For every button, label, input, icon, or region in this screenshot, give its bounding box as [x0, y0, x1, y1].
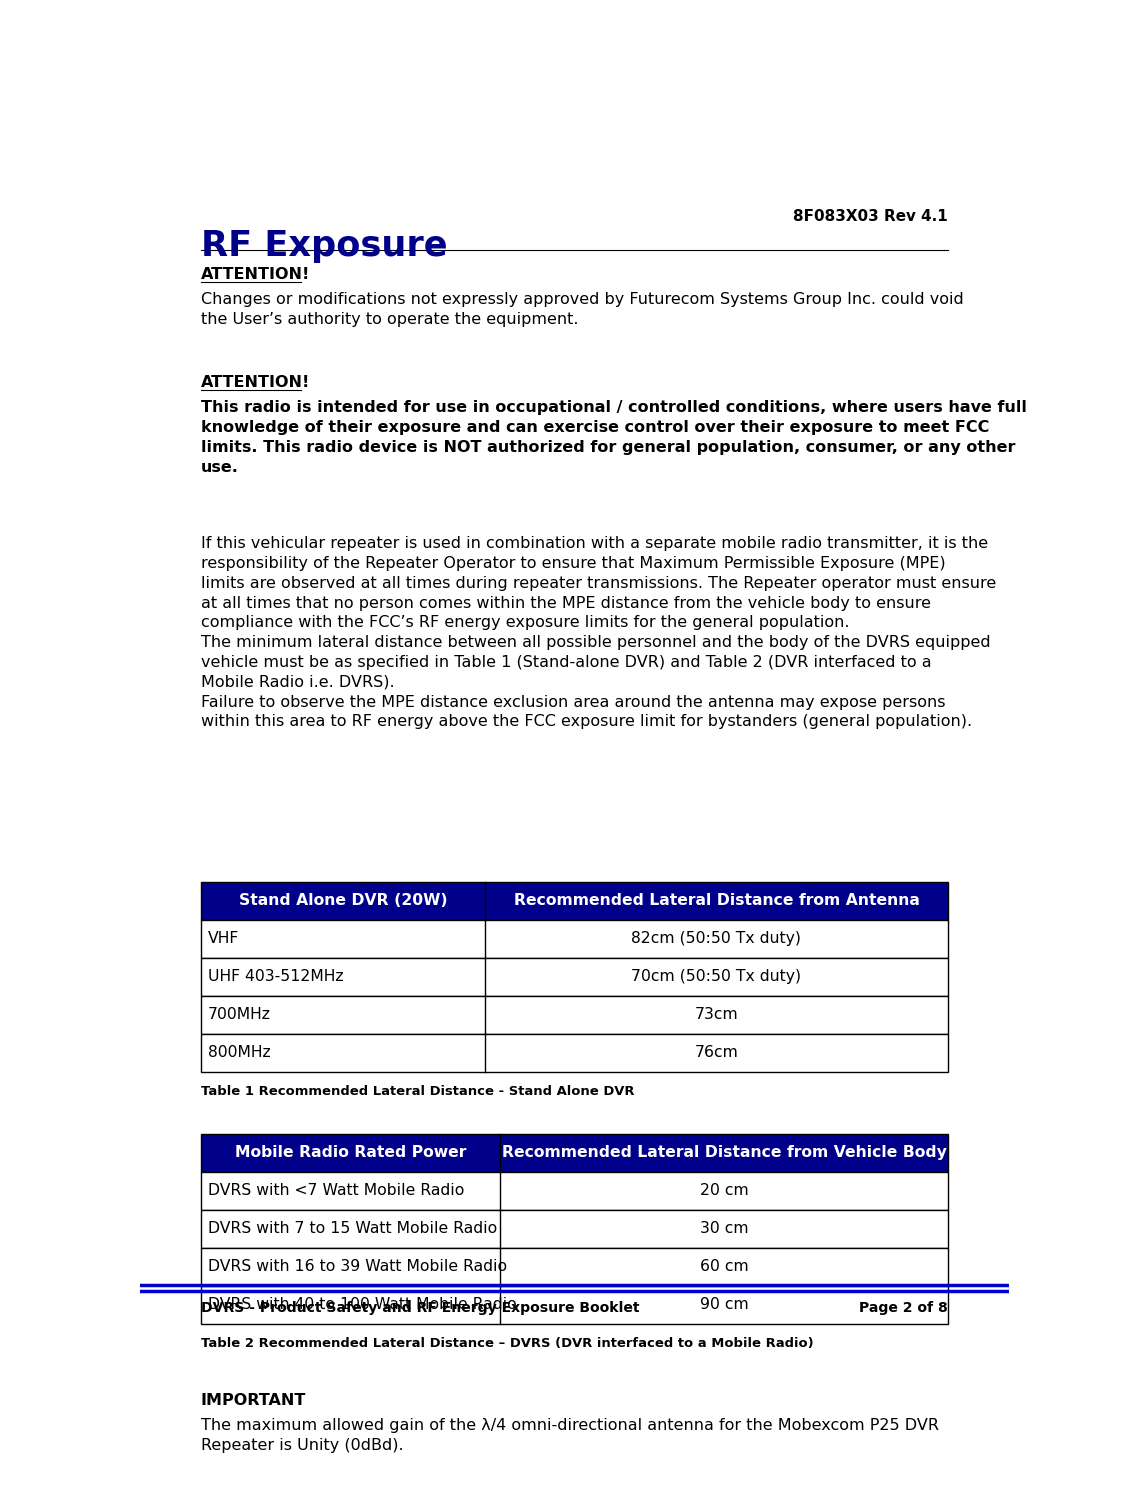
Text: 20 cm: 20 cm: [700, 1183, 748, 1197]
Bar: [201, 1133, 948, 1172]
Bar: [201, 996, 948, 1033]
Text: DVRS with 16 to 39 Watt Mobile Radio: DVRS with 16 to 39 Watt Mobile Radio: [207, 1259, 507, 1274]
Bar: [201, 958, 948, 996]
Text: UHF 403-512MHz: UHF 403-512MHz: [207, 969, 343, 984]
Text: ATTENTION!: ATTENTION!: [201, 375, 311, 390]
Text: Stand Alone DVR (20W): Stand Alone DVR (20W): [239, 893, 447, 907]
Bar: [201, 1248, 948, 1286]
Text: DVRS with 40 to 100 Watt Mobile Radio: DVRS with 40 to 100 Watt Mobile Radio: [207, 1298, 517, 1313]
Text: The maximum allowed gain of the λ/4 omni-directional antenna for the Mobexcom P2: The maximum allowed gain of the λ/4 omni…: [201, 1419, 939, 1453]
Text: Changes or modifications not expressly approved by Futurecom Systems Group Inc. : Changes or modifications not expressly a…: [201, 292, 964, 327]
Text: Table 1 Recommended Lateral Distance - Stand Alone DVR: Table 1 Recommended Lateral Distance - S…: [201, 1085, 634, 1099]
Text: DVRS with 7 to 15 Watt Mobile Radio: DVRS with 7 to 15 Watt Mobile Radio: [207, 1221, 497, 1236]
Bar: [201, 1286, 948, 1323]
Text: If this vehicular repeater is used in combination with a separate mobile radio t: If this vehicular repeater is used in co…: [201, 537, 997, 730]
Text: DVRS - Product Safety and RF Energy Exposure Booklet: DVRS - Product Safety and RF Energy Expo…: [201, 1301, 639, 1314]
Text: IMPORTANT: IMPORTANT: [201, 1393, 306, 1408]
Text: 30 cm: 30 cm: [700, 1221, 748, 1236]
Text: This radio is intended for use in occupational / controlled conditions, where us: This radio is intended for use in occupa…: [201, 401, 1027, 475]
Text: Page 2 of 8: Page 2 of 8: [860, 1301, 948, 1314]
Bar: [201, 919, 948, 958]
Text: DVRS with <7 Watt Mobile Radio: DVRS with <7 Watt Mobile Radio: [207, 1183, 464, 1197]
Text: 700MHz: 700MHz: [207, 1008, 271, 1023]
Text: 76cm: 76cm: [695, 1045, 739, 1060]
Text: 90 cm: 90 cm: [700, 1298, 748, 1313]
Text: 60 cm: 60 cm: [700, 1259, 748, 1274]
Bar: [201, 882, 948, 919]
Text: Recommended Lateral Distance from Vehicle Body: Recommended Lateral Distance from Vehicl…: [501, 1145, 946, 1160]
Text: 8F083X03 Rev 4.1: 8F083X03 Rev 4.1: [794, 209, 948, 224]
Text: 82cm (50:50 Tx duty): 82cm (50:50 Tx duty): [631, 931, 802, 946]
Text: VHF: VHF: [207, 931, 239, 946]
Text: 70cm (50:50 Tx duty): 70cm (50:50 Tx duty): [631, 969, 802, 984]
Text: Table 2 Recommended Lateral Distance – DVRS (DVR interfaced to a Mobile Radio): Table 2 Recommended Lateral Distance – D…: [201, 1338, 814, 1350]
Bar: [201, 1209, 948, 1248]
Text: 800MHz: 800MHz: [207, 1045, 270, 1060]
Text: Recommended Lateral Distance from Antenna: Recommended Lateral Distance from Antenn…: [513, 893, 919, 907]
Text: 73cm: 73cm: [695, 1008, 739, 1023]
Bar: [201, 1033, 948, 1072]
Text: ATTENTION!: ATTENTION!: [201, 268, 311, 283]
Bar: [201, 1172, 948, 1209]
Text: Mobile Radio Rated Power: Mobile Radio Rated Power: [234, 1145, 466, 1160]
Text: RF Exposure: RF Exposure: [201, 229, 447, 263]
